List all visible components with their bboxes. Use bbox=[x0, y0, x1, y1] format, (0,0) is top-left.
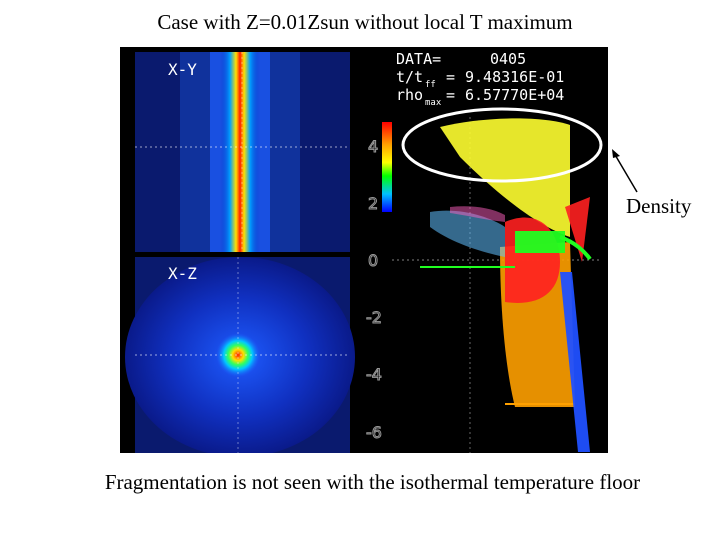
rho-value: 6.57770E+04 bbox=[465, 86, 564, 104]
filament bbox=[220, 52, 260, 252]
blue-region bbox=[560, 272, 590, 452]
dense-core bbox=[216, 333, 260, 377]
axis-tick: -4 bbox=[366, 365, 382, 384]
axis-tick: -2 bbox=[366, 308, 382, 327]
phase-axis-ticks: 4 2 0 -2 -4 -6 bbox=[366, 137, 383, 443]
svg-text:=: = bbox=[446, 68, 455, 86]
arrow-head-icon bbox=[612, 149, 620, 158]
rho-label: rho bbox=[396, 86, 423, 104]
panel-xz-label: X-Z bbox=[168, 264, 197, 283]
color-bar bbox=[382, 122, 392, 212]
axis-tick: 2 bbox=[368, 194, 378, 213]
data-label: DATA= bbox=[396, 50, 441, 68]
panel-xy bbox=[135, 52, 350, 252]
data-readout: DATA= 0405 t/t ff = 9.48316E-01 rho max … bbox=[396, 50, 564, 108]
annotation-arrow bbox=[613, 152, 638, 193]
panel-xy-label: X-Y bbox=[168, 60, 197, 79]
time-label-subscript: ff bbox=[425, 80, 436, 90]
density-annotation: Density bbox=[626, 194, 692, 218]
phase-diagram bbox=[382, 117, 600, 453]
slide-caption: Fragmentation is not seen with the isoth… bbox=[104, 470, 641, 494]
axis-tick: 4 bbox=[368, 137, 378, 156]
svg-text:=: = bbox=[446, 86, 455, 104]
time-value: 9.48316E-01 bbox=[465, 68, 564, 86]
slide-title: Case with Z=0.01Zsun without local T max… bbox=[157, 10, 573, 34]
simulation-figure: X-Y X-Z 4 2 bbox=[120, 47, 608, 453]
panel-xz bbox=[125, 257, 355, 453]
axis-tick: -6 bbox=[366, 423, 382, 442]
time-label: t/t bbox=[396, 68, 423, 86]
data-value: 0405 bbox=[490, 50, 526, 68]
green-region bbox=[515, 231, 565, 253]
axis-tick: 0 bbox=[368, 251, 378, 270]
rho-label-subscript: max bbox=[425, 98, 442, 108]
